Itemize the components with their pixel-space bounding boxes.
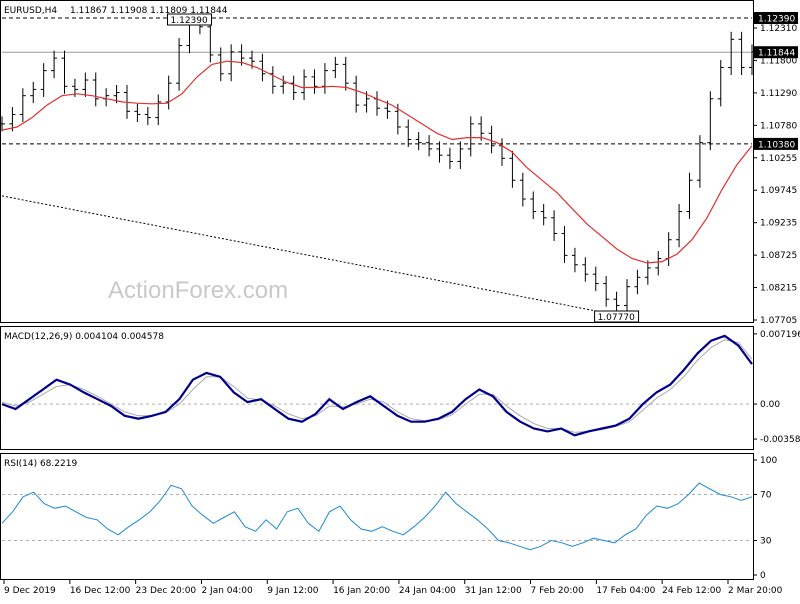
xtick-label: 24 Jan 04:00 bbox=[399, 586, 456, 596]
xtick-label: 23 Dec 20:00 bbox=[136, 586, 197, 596]
xtick-label: 17 Feb 04:00 bbox=[596, 586, 655, 596]
price-ytick-label: 1.12310 bbox=[760, 24, 797, 34]
xtick-label: 31 Jan 12:00 bbox=[465, 586, 522, 596]
xtick-label: 2 Jan 04:00 bbox=[201, 586, 253, 596]
annotation-label: 1.07770 bbox=[598, 313, 635, 323]
annotation-box bbox=[167, 13, 212, 26]
price-panel-title: EURUSD,H4 bbox=[4, 6, 57, 16]
level-label-box bbox=[754, 46, 798, 59]
rsi-panel-title: RSI(14) 68.2219 bbox=[4, 459, 77, 469]
annotation-label: 1.12390 bbox=[171, 16, 208, 26]
xtick-label: 2 Mar 20:00 bbox=[728, 586, 783, 596]
price-panel-frame bbox=[0, 0, 754, 323]
xtick-label: 16 Jan 20:00 bbox=[333, 586, 390, 596]
price-ytick-label: 1.09235 bbox=[760, 219, 797, 229]
ohlc-readout: 1.11867 1.11908 1.11809 1.11844 bbox=[70, 6, 228, 16]
price-ytick-label: 1.07705 bbox=[760, 316, 797, 326]
level-label: 1.10380 bbox=[758, 140, 795, 150]
price-ytick-label: 1.08215 bbox=[760, 284, 797, 294]
watermark: ActionForex.com bbox=[108, 277, 288, 304]
long-ma-line bbox=[1, 195, 601, 313]
sma-line bbox=[1, 60, 753, 264]
annotation-box bbox=[594, 310, 640, 323]
rsi-ytick-label: 100 bbox=[760, 456, 777, 466]
macd-panel-title: MACD(12,26,9) 0.004104 0.004578 bbox=[4, 332, 164, 342]
rsi-ytick-label: 70 bbox=[760, 491, 772, 501]
macd-panel-frame bbox=[0, 326, 754, 450]
xtick-label: 9 Dec 2019 bbox=[4, 586, 56, 596]
price-ytick-label: 1.08725 bbox=[760, 251, 797, 261]
macd-line bbox=[1, 334, 753, 437]
level-label-box bbox=[754, 137, 798, 150]
macd-ytick-label: 0.00 bbox=[760, 400, 780, 410]
xtick-label: 16 Dec 12:00 bbox=[70, 586, 131, 596]
macd-ytick-label: 0.007196 bbox=[760, 330, 800, 340]
price-ytick-label: 1.11800 bbox=[760, 56, 797, 66]
price-ytick-label: 1.10255 bbox=[760, 154, 797, 164]
rsi-ytick-label: 0 bbox=[760, 571, 766, 581]
macd-ytick-label: -0.003585 bbox=[760, 435, 800, 445]
level-label: 1.11844 bbox=[758, 49, 795, 59]
xtick-label: 9 Jan 12:00 bbox=[267, 586, 319, 596]
price-ytick-label: 1.09745 bbox=[760, 186, 797, 196]
price-ytick-label: 1.11290 bbox=[760, 89, 797, 99]
xtick-label: 24 Feb 12:00 bbox=[662, 586, 721, 596]
level-label: 1.12390 bbox=[758, 15, 795, 25]
rsi-line bbox=[1, 482, 753, 551]
rsi-panel-frame bbox=[0, 453, 754, 580]
rsi-ytick-label: 30 bbox=[760, 537, 772, 547]
xtick-label: 7 Feb 20:00 bbox=[531, 586, 585, 596]
price-ytick-label: 1.10780 bbox=[760, 121, 797, 131]
level-label-box bbox=[754, 12, 798, 25]
